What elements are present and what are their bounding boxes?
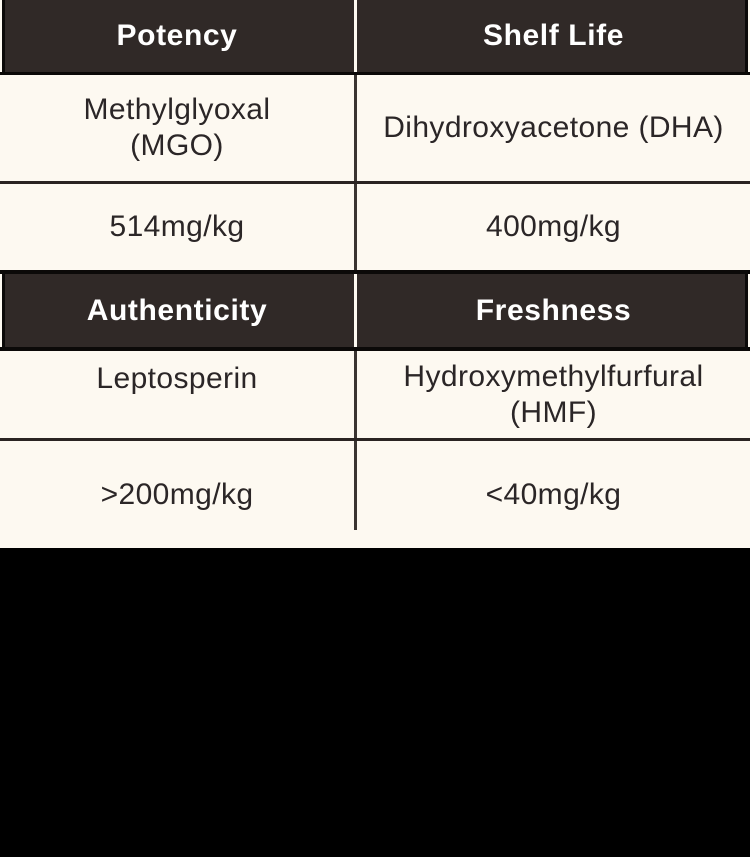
cell-freshness-marker: Hydroxymethylfurfural (HMF) (357, 351, 750, 438)
cell-potency-value: 514mg/kg (0, 184, 354, 270)
row-border (0, 347, 750, 351)
header-cell-potency: Potency (0, 0, 354, 72)
column-divider (354, 274, 357, 347)
cell-authenticity-value: >200mg/kg (0, 441, 354, 548)
header-cell-freshness: Freshness (357, 274, 750, 347)
header-cell-shelf-life: Shelf Life (357, 0, 750, 72)
row-border (0, 438, 750, 441)
row-border (0, 72, 750, 75)
cell-authenticity-marker: Leptosperin (0, 351, 354, 438)
cell-freshness-value: <40mg/kg (357, 441, 750, 548)
honey-metrics-table: Potency Shelf Life Methylglyoxal (MGO) D… (0, 0, 750, 548)
row-border (0, 270, 750, 274)
row-border (0, 181, 750, 184)
column-divider (354, 184, 357, 270)
column-divider (354, 351, 357, 438)
letterbox-bottom (0, 548, 750, 857)
cell-potency-marker: Methylglyoxal (MGO) (0, 75, 354, 181)
cell-shelf-life-marker: Dihydroxyacetone (DHA) (357, 75, 750, 181)
column-divider (354, 441, 357, 548)
column-divider (354, 75, 357, 181)
cell-shelf-life-value: 400mg/kg (357, 184, 750, 270)
column-divider (354, 0, 357, 72)
header-cell-authenticity: Authenticity (0, 274, 354, 347)
